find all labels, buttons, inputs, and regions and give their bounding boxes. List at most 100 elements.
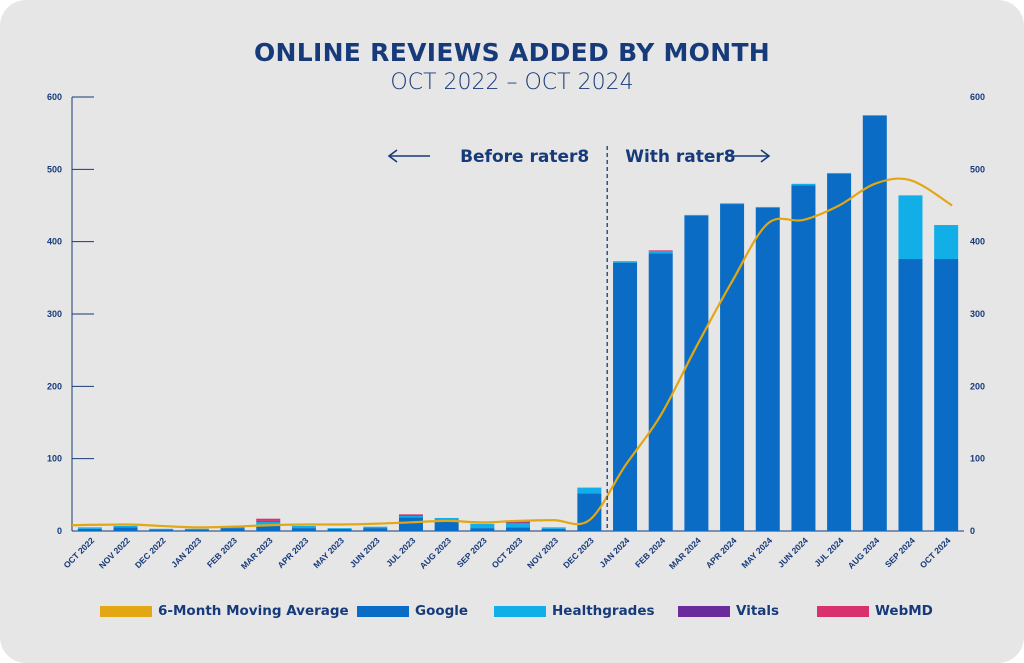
bar-webmd xyxy=(256,518,281,521)
y-tick-label: 200 xyxy=(47,381,62,391)
bar-google xyxy=(506,527,530,531)
legend: 6-Month Moving Average Google Healthgrad… xyxy=(0,603,1024,623)
bar-google xyxy=(862,115,887,531)
legend-item-webmd: WebMD xyxy=(817,603,933,619)
bar-google xyxy=(613,262,638,531)
x-tick-label: FEB 2024 xyxy=(633,535,667,569)
x-tick-label: MAR 2024 xyxy=(667,535,703,571)
x-tick-label: AUG 2023 xyxy=(418,535,454,571)
bar-google xyxy=(648,253,673,532)
bar-healthgrades xyxy=(149,528,174,530)
x-tick-label: OCT 2023 xyxy=(490,535,525,570)
x-tick-label: SEP 2024 xyxy=(883,535,917,569)
x-tick-label: JUN 2023 xyxy=(348,535,382,569)
bar-healthgrades xyxy=(77,527,102,529)
y-tick-label: 100 xyxy=(47,454,62,464)
legend-label: Vitals xyxy=(736,603,780,619)
bar-healthgrades xyxy=(755,206,780,208)
bar-google xyxy=(220,528,245,531)
bar-google xyxy=(720,204,745,531)
legend-swatch xyxy=(100,605,152,617)
x-tick-label: JUN 2024 xyxy=(776,535,810,569)
y-tick-label: 600 xyxy=(47,92,62,102)
bar-google xyxy=(113,527,138,531)
legend-label: 6-Month Moving Average xyxy=(158,603,349,619)
bar-google xyxy=(827,173,852,531)
bar-healthgrades xyxy=(862,115,887,116)
bar-webmd xyxy=(398,514,423,516)
bar-healthgrades xyxy=(541,527,566,529)
moving-average-line xyxy=(71,177,953,529)
bar-google xyxy=(256,524,281,531)
y-tick-label: 0 xyxy=(57,526,62,536)
y2-tick-label: 400 xyxy=(970,237,985,247)
x-tick-label: AUG 2024 xyxy=(846,535,882,571)
x-tick-label: JAN 2023 xyxy=(169,535,203,569)
bar-healthgrades xyxy=(327,528,352,529)
bar-healthgrades xyxy=(506,523,530,528)
bar-google xyxy=(470,528,495,531)
x-tick-label: DEC 2023 xyxy=(561,535,596,570)
bar-google xyxy=(363,528,388,531)
moving-average-path xyxy=(71,177,953,529)
x-tick-label: SEP 2023 xyxy=(455,535,489,569)
y-tick-label: 300 xyxy=(47,309,62,319)
bar-google xyxy=(398,517,423,531)
bar-healthgrades xyxy=(184,528,209,530)
legend-item-healthgrades: Healthgrades xyxy=(494,603,655,619)
annotations: Before rater8 With rater8 xyxy=(387,146,771,531)
bar-healthgrades xyxy=(720,203,745,205)
bar-google xyxy=(184,529,209,531)
bar-healthgrades xyxy=(898,195,923,260)
y2-tick-label: 0 xyxy=(970,526,975,536)
bar-healthgrades xyxy=(291,525,316,529)
legend-swatch xyxy=(357,605,409,617)
x-tick-label: MAR 2023 xyxy=(239,535,275,571)
x-tick-label: OCT 2022 xyxy=(61,535,96,570)
legend-swatch xyxy=(817,605,869,617)
bar-healthgrades xyxy=(577,487,602,494)
bar-healthgrades xyxy=(648,251,673,254)
bar-vitals xyxy=(506,522,530,524)
x-tick-label: NOV 2023 xyxy=(525,535,560,570)
chart-title: ONLINE REVIEWS ADDED BY MONTH xyxy=(253,38,771,67)
legend-item-google: Google xyxy=(357,603,468,619)
bar-healthgrades xyxy=(613,261,638,263)
x-tick-label: FEB 2023 xyxy=(205,535,239,569)
bar-webmd xyxy=(648,250,673,252)
legend-label: Healthgrades xyxy=(552,603,655,619)
right-arrow-head xyxy=(760,149,771,163)
x-tick-label: NOV 2022 xyxy=(97,535,132,570)
x-tick-label: APR 2023 xyxy=(276,535,311,570)
y2-tick-label: 300 xyxy=(970,309,985,319)
bar-google xyxy=(149,529,174,531)
bar-google xyxy=(791,185,816,531)
x-tick-label: MAY 2023 xyxy=(311,535,346,570)
legend-swatch xyxy=(494,605,546,617)
y-tick-label: 500 xyxy=(47,164,62,174)
bar-healthgrades xyxy=(398,515,423,518)
y2-tick-label: 600 xyxy=(970,92,985,102)
bar-google xyxy=(291,528,316,531)
bar-healthgrades xyxy=(363,526,388,529)
bar-healthgrades xyxy=(934,225,959,260)
label-before: Before rater8 xyxy=(460,147,589,167)
x-tick-label: MAY 2024 xyxy=(739,535,774,570)
bar-vitals xyxy=(256,520,281,522)
x-tick-label: APR 2024 xyxy=(704,535,739,570)
y2-tick-label: 200 xyxy=(970,381,985,391)
bar-healthgrades xyxy=(791,183,816,186)
bar-google xyxy=(934,259,959,531)
bar-healthgrades xyxy=(470,523,495,529)
left-arrow-head xyxy=(387,149,398,163)
x-tick-label: JUL 2024 xyxy=(812,535,846,569)
bars xyxy=(77,115,959,532)
bar-healthgrades xyxy=(827,172,852,174)
bar-healthgrades xyxy=(256,521,281,525)
bar-google xyxy=(327,528,352,531)
bar-google xyxy=(434,521,459,531)
chart-subtitle: OCT 2022 – OCT 2024 xyxy=(390,70,634,95)
bar-google xyxy=(898,259,923,531)
legend-item-moving-average: 6-Month Moving Average xyxy=(100,603,349,619)
x-tick-label: JAN 2024 xyxy=(597,535,631,569)
